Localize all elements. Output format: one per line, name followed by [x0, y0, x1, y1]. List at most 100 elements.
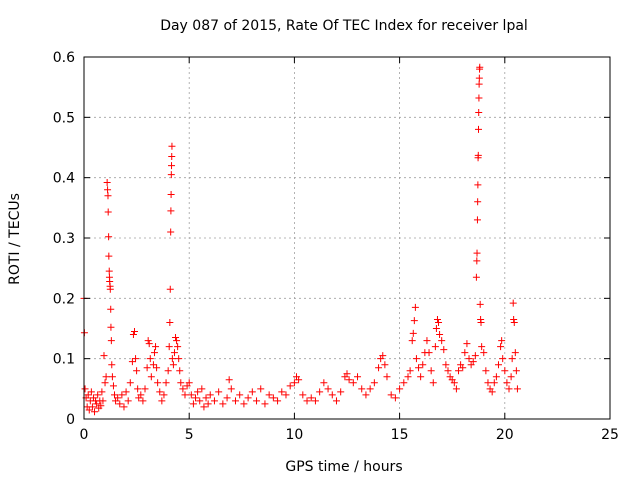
data-point: [174, 343, 182, 351]
plot-frame: [83, 56, 611, 420]
data-point: [417, 373, 425, 381]
data-point: [158, 397, 166, 405]
data-point: [104, 186, 112, 194]
data-point: [87, 388, 95, 396]
data-point: [168, 355, 176, 363]
data-point: [185, 379, 193, 387]
data-point: [104, 208, 112, 216]
y-axis-label: ROTI / TECUs: [7, 193, 23, 285]
data-point: [137, 391, 145, 399]
data-point: [120, 403, 128, 411]
data-point: [102, 373, 110, 381]
data-point: [512, 367, 520, 375]
data-point: [97, 402, 105, 410]
data-point: [105, 252, 113, 260]
data-point: [202, 394, 210, 402]
data-point: [475, 125, 482, 133]
data-point: [411, 303, 419, 311]
data-point: [383, 373, 391, 381]
data-point: [118, 391, 126, 399]
data-point: [165, 343, 173, 351]
data-point: [379, 352, 387, 360]
data-point: [240, 400, 248, 408]
data-point: [172, 334, 180, 342]
data-point: [501, 367, 509, 375]
data-point: [431, 343, 439, 351]
data-point: [107, 323, 115, 331]
data-point: [427, 367, 435, 375]
data-point: [290, 379, 298, 387]
data-point: [106, 285, 114, 293]
data-point: [269, 394, 277, 402]
data-point: [404, 373, 412, 381]
data-point: [474, 151, 482, 159]
data-point: [105, 267, 113, 275]
data-point: [144, 337, 152, 345]
y-tick-label: 0.4: [53, 171, 75, 187]
data-point: [475, 80, 483, 88]
data-point: [177, 379, 185, 387]
data-point: [474, 198, 482, 206]
data-point: [410, 317, 418, 325]
data-point: [107, 337, 115, 345]
data-point: [471, 352, 479, 360]
data-point: [435, 318, 443, 326]
data-point: [282, 391, 290, 399]
data-point: [328, 391, 336, 399]
data-point: [103, 178, 111, 186]
data-point: [345, 376, 353, 384]
data-point: [476, 300, 484, 308]
data-point: [425, 349, 433, 357]
data-point: [474, 181, 482, 189]
data-point: [100, 352, 108, 360]
data-point: [139, 397, 147, 405]
data-point: [167, 228, 175, 236]
x-tick-label: 20: [496, 427, 514, 443]
data-point: [94, 391, 102, 399]
data-point: [484, 379, 492, 387]
data-point: [433, 315, 441, 323]
data-point: [477, 318, 485, 326]
data-point: [85, 406, 93, 414]
data-point: [189, 400, 197, 408]
data-point: [146, 355, 154, 363]
data-point: [503, 379, 511, 387]
data-point: [215, 388, 223, 396]
data-point: [162, 379, 170, 387]
data-point: [303, 397, 311, 405]
data-point: [198, 385, 206, 393]
data-point: [499, 355, 507, 363]
data-point: [469, 358, 477, 366]
data-point: [507, 373, 515, 381]
axis-ticks: 0 5 10 15 20 25 0 0.1 0.2 0.3 0.4 0.5 0.6: [53, 50, 619, 443]
data-point: [231, 397, 239, 405]
data-point: [436, 331, 444, 339]
data-point: [472, 273, 480, 281]
data-point: [396, 385, 404, 393]
y-tick-label: 0.3: [53, 231, 75, 247]
grid: [84, 57, 610, 419]
y-tick-label: 0: [66, 412, 75, 428]
data-point: [160, 391, 168, 399]
data-point: [156, 388, 164, 396]
data-point: [99, 397, 107, 405]
data-point: [497, 343, 505, 351]
data-point: [101, 379, 109, 387]
data-point: [409, 329, 417, 337]
data-point: [88, 403, 96, 411]
data-point: [179, 385, 187, 393]
data-point: [145, 340, 153, 348]
data-point: [108, 373, 116, 381]
data-point: [461, 349, 469, 357]
data-point: [432, 325, 440, 332]
data-point: [192, 394, 200, 402]
data-point: [166, 318, 174, 326]
y-tick-label: 0.1: [53, 352, 75, 368]
data-point: [475, 74, 483, 82]
data-point: [168, 162, 176, 170]
data-point: [320, 379, 328, 387]
data-point: [475, 109, 483, 117]
data-point: [128, 358, 136, 366]
data-point: [444, 367, 452, 375]
